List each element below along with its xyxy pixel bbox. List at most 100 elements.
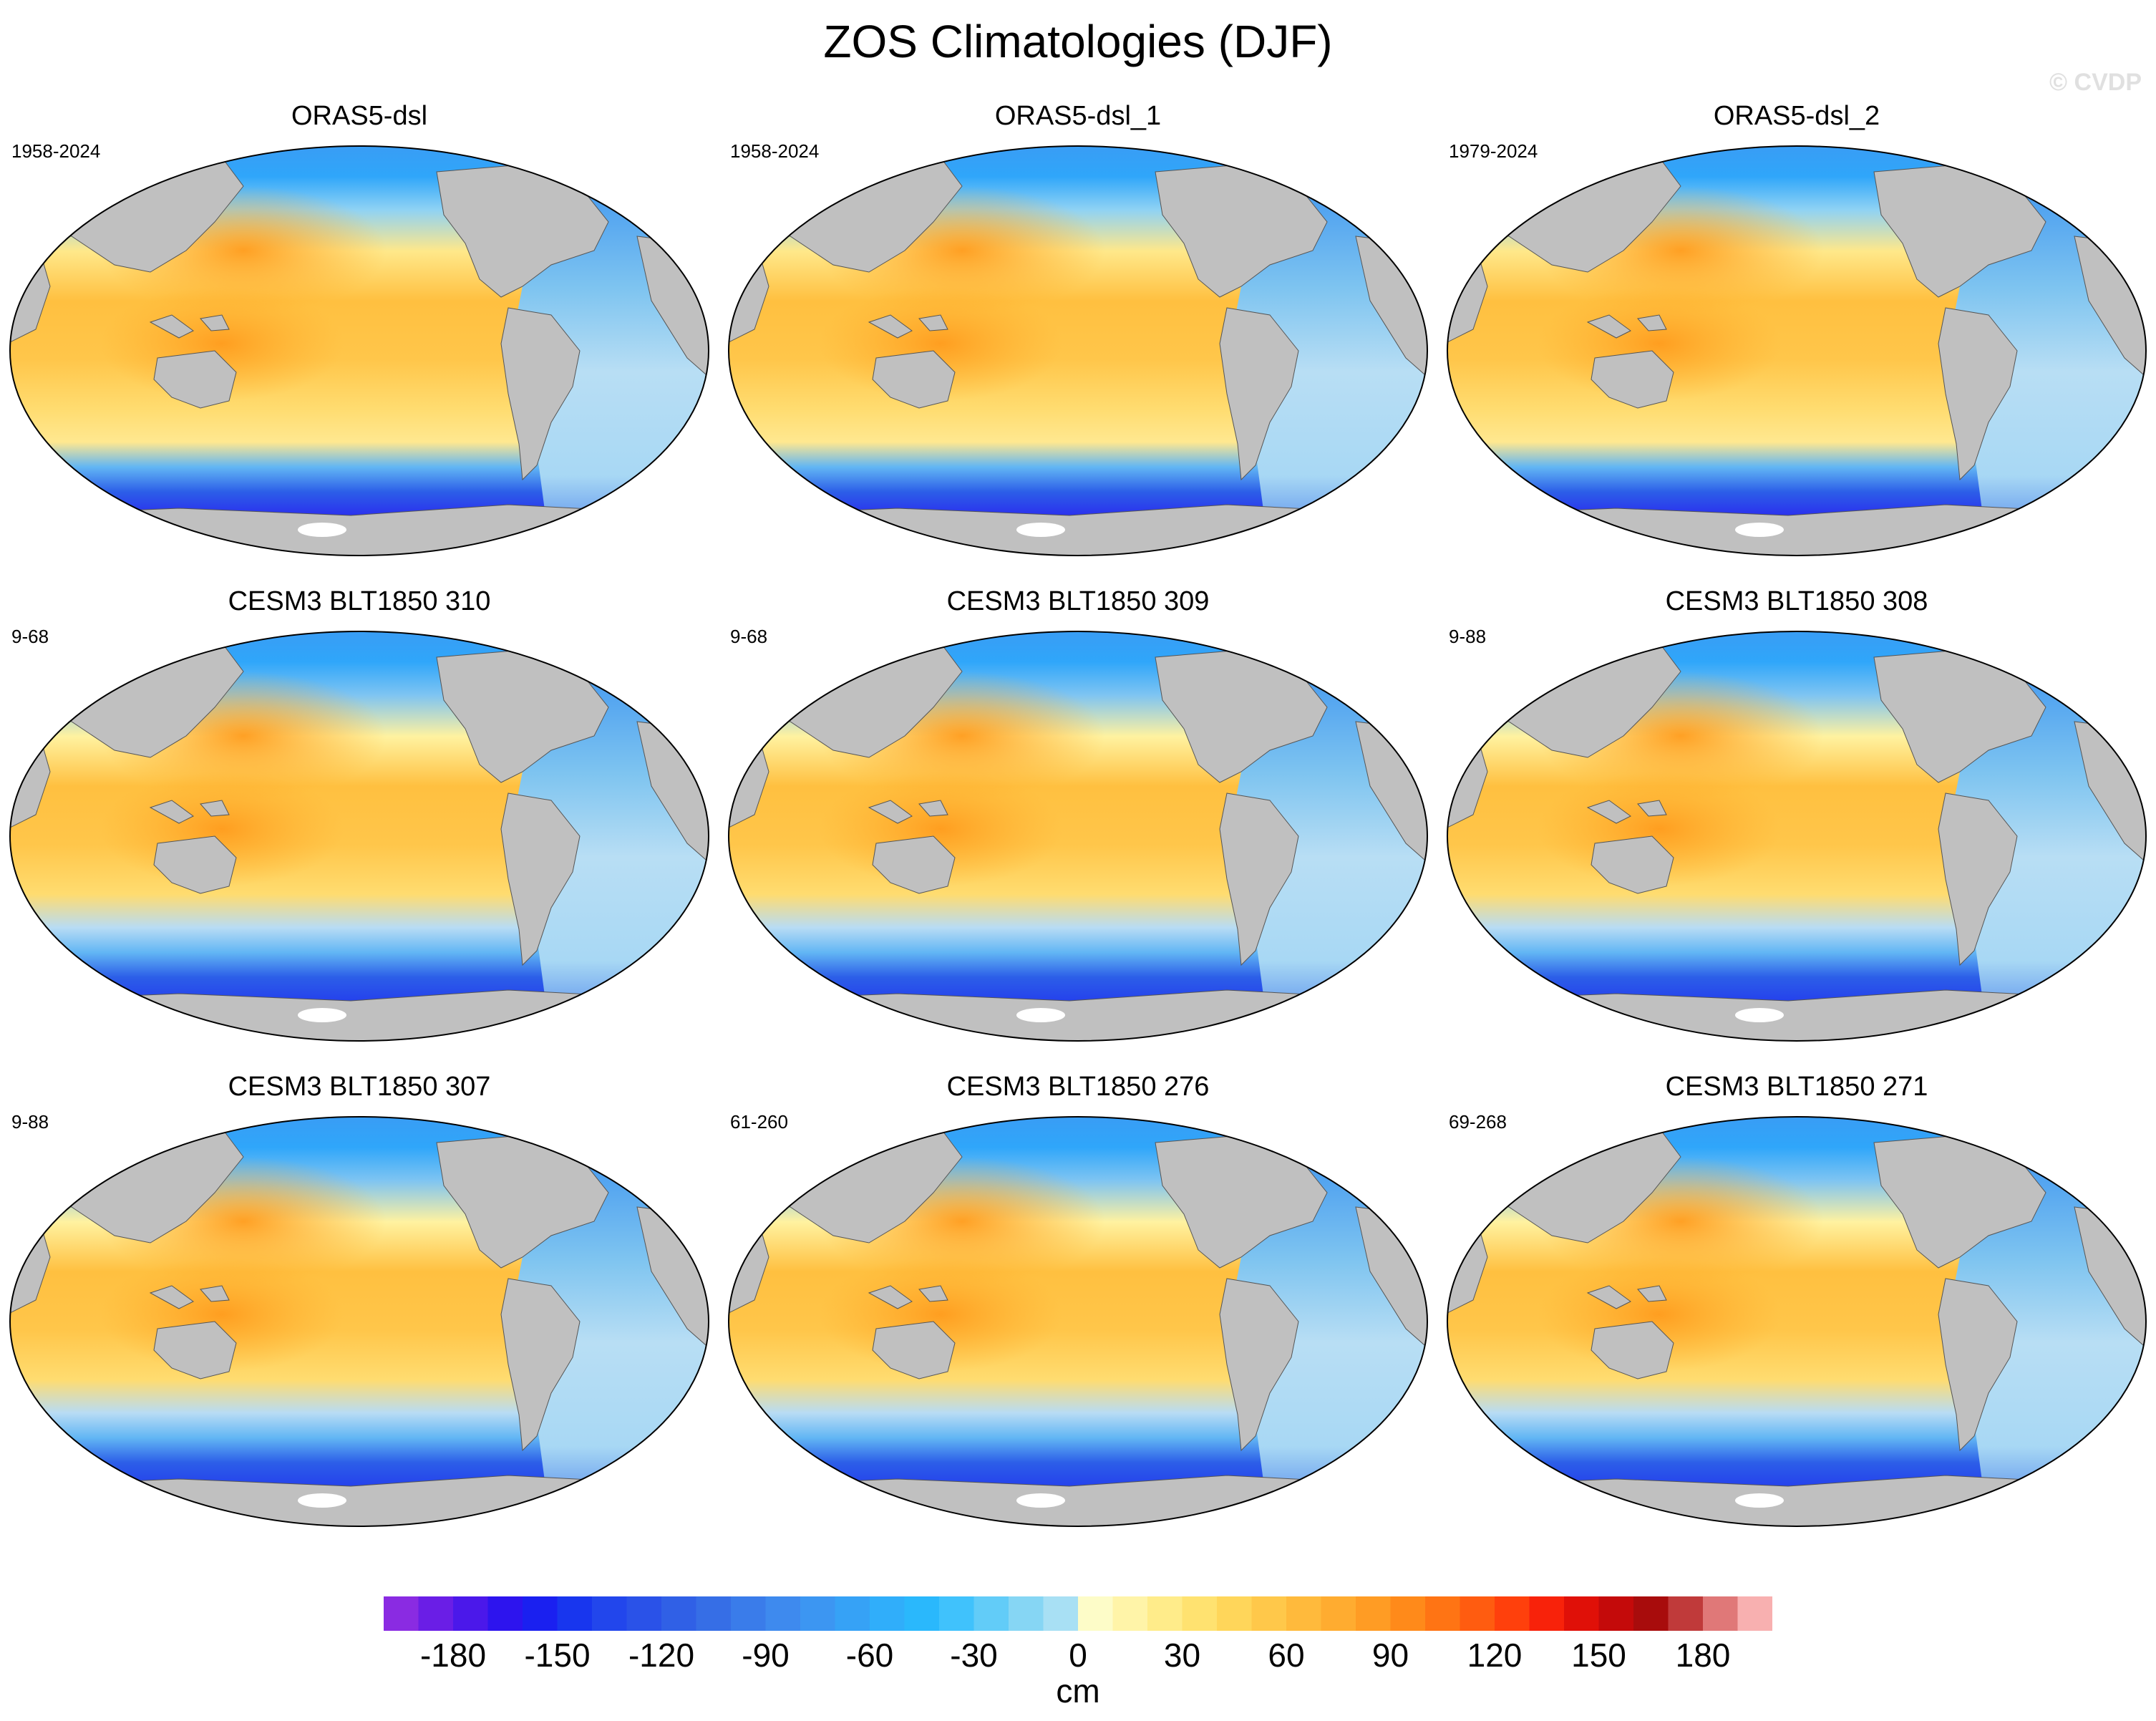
colorbar-segment [523,1596,558,1631]
colorbar-segment [800,1596,835,1631]
map-panel: CESM3 BLT1850 276 61-260 [719,1071,1437,1601]
robinson-map [9,145,709,556]
robinson-map [1447,1116,2147,1527]
map-border [728,631,1428,1042]
map-panel: ORAS5-dsl_2 1979-2024 [1437,100,2156,630]
colorbar-tick-label: 90 [1371,1637,1409,1674]
maritime-continent [868,314,948,339]
colorbar-segment [1147,1596,1183,1631]
colorbar-segment [626,1596,662,1631]
colorbar-segment [1460,1596,1495,1631]
colorbar-segment [1668,1596,1704,1631]
greenland [2031,1120,2111,1179]
australia [872,1321,956,1380]
colorbar-segment [939,1596,974,1631]
ice-shelf-missing [1735,1493,1784,1508]
greenland [593,635,674,694]
colorbar-segment [1564,1596,1599,1631]
colorbar-tick-labels: -180 -150 -120 -90 -60 -30 0 30 60 90 120 150 180 [384,1635,1772,1678]
colorbar-tick-label: 60 [1268,1637,1305,1674]
colorbar-segment [1321,1596,1356,1631]
south-america [1938,1278,2018,1452]
panel-year-range: 9-68 [730,626,768,647]
colorbar-tick-label: -30 [950,1637,998,1674]
panel-title: CESM3 BLT1850 271 [1665,1072,1928,1102]
greenland [593,1120,674,1179]
panel-title: CESM3 BLT1850 309 [946,586,1210,616]
panel-title: CESM3 BLT1850 307 [228,1072,491,1102]
panel-year-range: 9-68 [11,626,49,647]
robinson-map [1447,145,2147,556]
colorbar-segment [731,1596,766,1631]
colorbar-segment [384,1596,419,1631]
colorbar-segment [904,1596,940,1631]
map-border [9,145,709,556]
ice-shelf-missing [298,523,346,537]
maritime-continent [1586,1285,1667,1309]
south-america [500,307,581,481]
colorbar-segment [835,1596,870,1631]
colorbar-segment [1217,1596,1252,1631]
maritime-continent [1586,314,1667,339]
australia [153,1321,237,1380]
map-panel: CESM3 BLT1850 271 69-268 [1437,1071,2156,1601]
colorbar-tick-label: 30 [1163,1637,1201,1674]
australia [1591,1321,1674,1380]
robinson-map [728,631,1428,1042]
robinson-map [9,631,709,1042]
greenland [1312,1120,1392,1179]
map-panel: ORAS5-dsl_1 1958-2024 [719,100,1437,630]
map-border [1447,1116,2147,1527]
panel-year-range: 1979-2024 [1449,140,1538,162]
colorbar-segment [1633,1596,1669,1631]
south-america [500,792,581,966]
colorbar-segment [1251,1596,1287,1631]
map-panel: CESM3 BLT1850 307 9-88 [0,1071,719,1601]
colorbar-segment [1598,1596,1634,1631]
colorbar-segment [1425,1596,1460,1631]
ice-shelf-missing [1016,1493,1065,1508]
colorbar-segment [1390,1596,1426,1631]
south-america [1938,792,2018,966]
colorbar-segment [973,1596,1009,1631]
colorbar-segment [870,1596,905,1631]
south-america [1938,307,2018,481]
ice-shelf-missing [1735,523,1784,537]
panel-year-range: 1958-2024 [11,140,101,162]
panel-title: ORAS5-dsl_2 [1713,101,1880,131]
colorbar-tick-label: -180 [419,1637,487,1674]
colorbar-segment [1737,1596,1772,1631]
map-panel: ORAS5-dsl 1958-2024 [0,100,719,630]
australia [872,835,956,894]
colorbar-segment [1286,1596,1321,1631]
colorbar-segment [1356,1596,1391,1631]
colorbar-tick-label: 180 [1675,1637,1731,1674]
map-border [728,145,1428,556]
colorbar-unit-label: cm [1056,1672,1100,1710]
panel-year-range: 9-88 [1449,626,1487,647]
colorbar-segment [1078,1596,1113,1631]
colorbar-segment [696,1596,732,1631]
map-panel: CESM3 BLT1850 310 9-68 [0,586,719,1115]
australia [1591,350,1674,409]
colorbar-tick-label: 150 [1571,1637,1626,1674]
australia [153,350,237,409]
map-border [9,631,709,1042]
greenland [2031,150,2111,208]
panel-year-range: 61-260 [730,1111,788,1133]
colorbar-segment [453,1596,488,1631]
colorbar-segment [592,1596,627,1631]
greenland [2031,635,2111,694]
australia [1591,835,1674,894]
panel-year-range: 69-268 [1449,1111,1507,1133]
colorbar-tick-label: -150 [524,1637,591,1674]
australia [872,350,956,409]
colorbar-segment [418,1596,454,1631]
panel-title: ORAS5-dsl [291,101,428,131]
colorbar [384,1596,1772,1631]
ice-shelf-missing [1735,1008,1784,1022]
robinson-map [728,1116,1428,1527]
greenland [593,150,674,208]
colorbar-segment [1009,1596,1044,1631]
colorbar-segment [1495,1596,1530,1631]
